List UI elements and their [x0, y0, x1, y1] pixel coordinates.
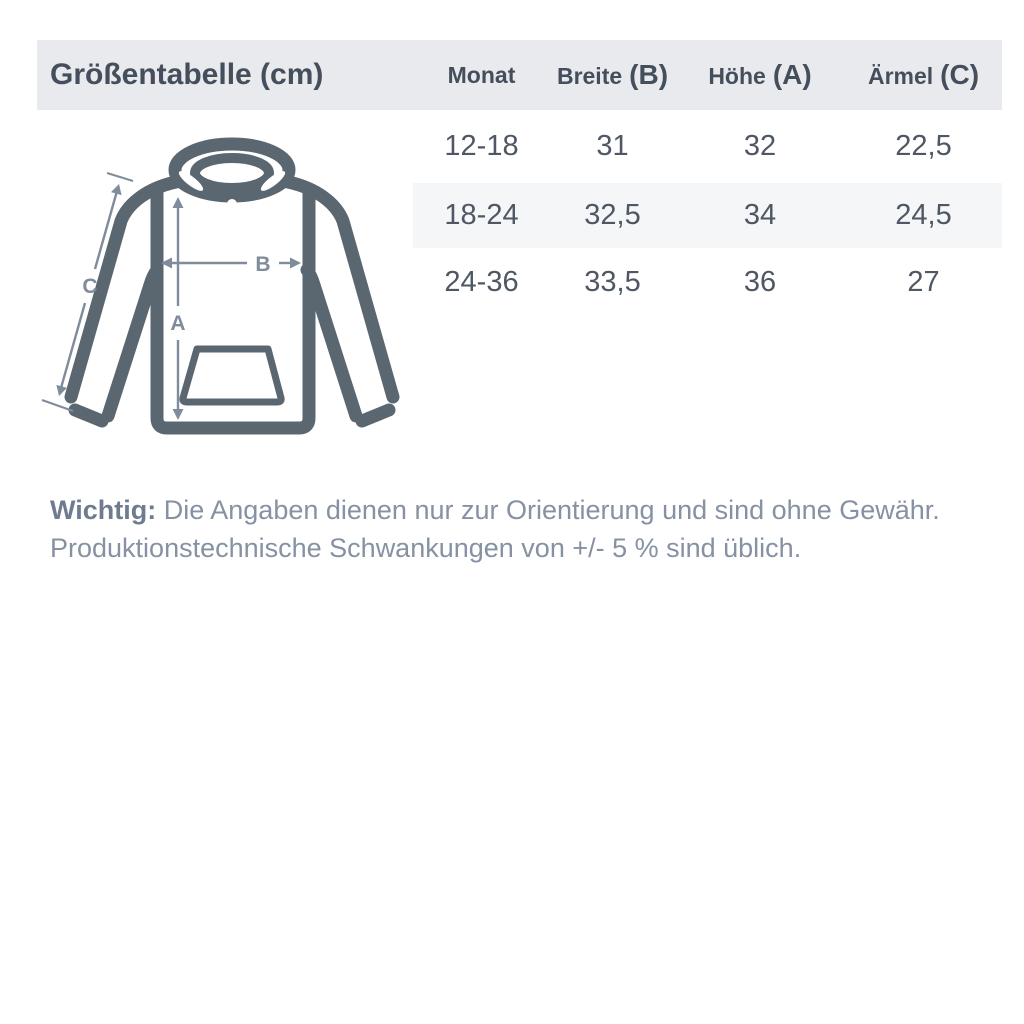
- column-code: (A): [772, 59, 812, 90]
- column-label: Breite: [556, 63, 623, 89]
- column-header-breite: Breite (B): [550, 59, 675, 91]
- dimension-line-b: [161, 257, 301, 269]
- dimension-label-c: C: [82, 275, 97, 298]
- cell-aermel: 22,5: [895, 130, 952, 162]
- hoodie-right-cuff: [355, 403, 396, 428]
- cell-hoehe: 36: [743, 266, 777, 298]
- cell-breite: 31: [596, 130, 629, 162]
- column-label: Monat: [447, 61, 516, 88]
- cell-hoehe: 32: [743, 130, 777, 162]
- hoodie-left-sleeve-outer: [64, 175, 183, 404]
- column-header-monat: Monat: [413, 62, 550, 89]
- cell-breite: 32,5: [584, 199, 641, 231]
- cell-monat: 24-36: [444, 266, 519, 298]
- cell-monat: 12-18: [444, 130, 519, 162]
- dimension-line-c: [41, 172, 134, 412]
- column-code: (B): [629, 59, 669, 90]
- size-row-18-24: 18-24 32,5 34 24,5: [413, 183, 1002, 248]
- cell-aermel: 27: [907, 266, 940, 298]
- hoodie-left-cuff: [68, 403, 109, 428]
- disclaimer-text: Die Angaben dienen nur zur Orientierung …: [50, 495, 940, 563]
- size-row-24-36: 24-36 33,5 36 27: [413, 248, 1002, 317]
- cell-breite: 33,5: [584, 266, 641, 298]
- size-table-title: Größentabelle (cm): [50, 58, 324, 91]
- hoodie-left-sleeve-inner: [101, 263, 164, 423]
- column-code: (C): [940, 59, 980, 90]
- cell-monat: 18-24: [444, 199, 519, 231]
- cell-hoehe: 34: [743, 199, 777, 231]
- dimension-label-b: B: [255, 253, 270, 276]
- hoodie-right-sleeve-inner: [300, 263, 363, 423]
- table-header-row: Größentabelle (cm) Monat Breite (B) Höhe(…: [37, 40, 1002, 110]
- cell-aermel: 24,5: [895, 199, 952, 231]
- hood-icon: [168, 137, 296, 209]
- hoodie-body-outline: [150, 185, 316, 435]
- column-header-aermel: Ärmel (C): [845, 59, 1002, 91]
- dimension-line-a: [172, 197, 184, 420]
- kangaroo-pocket: [179, 345, 285, 406]
- column-label: Ärmel: [867, 63, 934, 89]
- column-header-hoehe: Höhe (A): [675, 59, 845, 91]
- size-row-12-18: 12-18 31 32 22,5: [413, 110, 1002, 183]
- dimension-label-a: A: [170, 312, 185, 335]
- column-label: Höhe: [708, 63, 766, 89]
- disclaimer-label: Wichtig:: [50, 495, 157, 525]
- hoodie-size-diagram: A B C: [41, 137, 400, 435]
- hoodie-right-sleeve-outer: [281, 175, 400, 404]
- disclaimer-note: Wichtig: Die Angaben dienen nur zur Orie…: [50, 491, 985, 567]
